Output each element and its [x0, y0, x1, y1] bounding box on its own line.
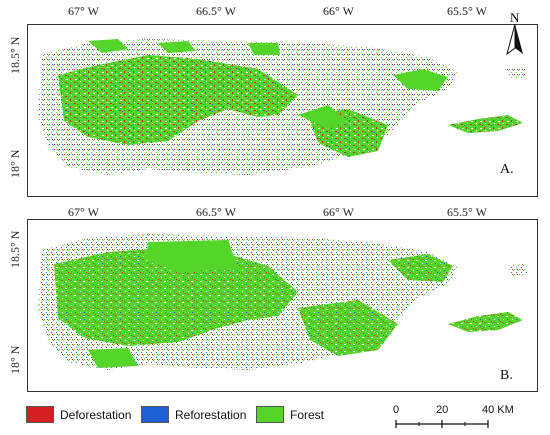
lat-label-b-2: 18° N — [8, 345, 22, 374]
lat-label-a-2: 18° N — [8, 149, 22, 178]
legend-item-forest: Forest — [256, 406, 324, 423]
lon-label-a-1: 67° W — [68, 4, 99, 18]
island-map-b — [38, 234, 528, 370]
legend-label-forest: Forest — [290, 407, 325, 422]
lon-label-a-3: 66° W — [323, 4, 354, 18]
map-panel-a — [27, 24, 538, 197]
panel-letter-b: B. — [500, 368, 513, 383]
north-label: N — [510, 10, 520, 25]
panel-letter-a: A. — [500, 162, 514, 177]
lon-label-a-2: 66.5° W — [196, 4, 236, 18]
island-map-a — [38, 39, 528, 175]
north-arrow-icon: N — [500, 10, 530, 60]
legend-label-deforestation: Deforestation — [60, 407, 132, 422]
map-panel-b — [27, 219, 538, 392]
lon-label-b-3: 66° W — [323, 205, 354, 219]
scale-label-40: 40 KM — [482, 404, 514, 416]
lat-label-b-1: 18.5° N — [8, 230, 22, 268]
lon-label-b-2: 66.5° W — [196, 205, 236, 219]
legend-label-reforestation: Reforestation — [175, 407, 247, 422]
scale-label-20: 20 — [436, 404, 449, 416]
scale-label-0: 0 — [393, 404, 400, 416]
scale-bar-line — [395, 420, 489, 428]
legend-swatch-deforestation — [26, 406, 54, 423]
lon-label-b-1: 67° W — [68, 205, 99, 219]
legend-swatch-forest — [256, 406, 284, 423]
lon-label-b-4: 65.5° W — [447, 205, 487, 219]
lat-label-a-1: 18.5° N — [8, 36, 22, 74]
legend-swatch-reforestation — [141, 406, 169, 423]
lon-label-a-4: 65.5° W — [447, 4, 487, 18]
scale-bar: 0 20 40 KM — [388, 404, 528, 434]
legend-item-reforestation: Reforestation — [141, 406, 246, 423]
legend-item-deforestation: Deforestation — [26, 406, 131, 423]
